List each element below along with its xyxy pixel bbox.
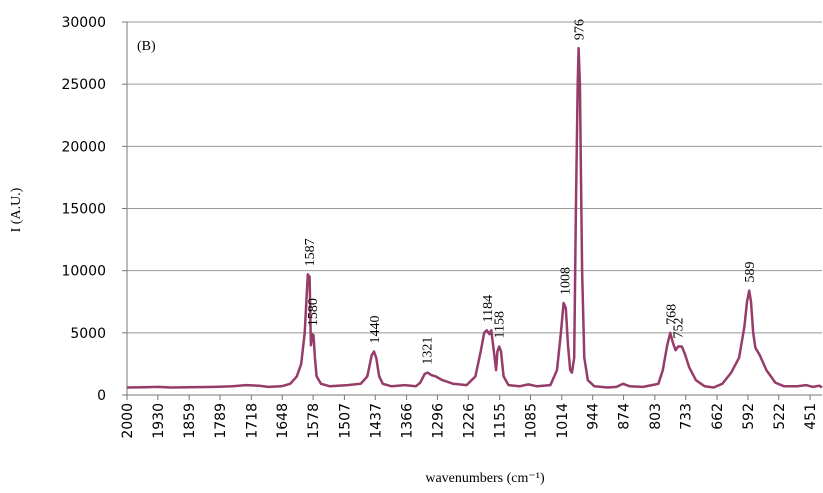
x-tick-label: 874 [617,403,633,430]
peak-label: 752 [671,318,686,339]
x-tick-label: 451 [803,403,819,430]
x-tick-label: 1437 [368,403,384,439]
peak-label: 1587 [303,238,318,266]
peak-label: 1321 [420,337,435,365]
x-tick-label: 1155 [493,403,509,439]
y-tick-label: 10000 [61,264,106,280]
x-tick-label: 1507 [337,403,353,439]
x-tick-label: 522 [772,403,788,430]
peak-label: 976 [573,19,588,40]
panel-label: (B) [137,39,156,54]
peak-label: 1440 [368,315,383,343]
x-tick-label: 662 [710,403,726,430]
x-tick-label: 944 [586,403,602,430]
peak-label: 768 [664,304,679,325]
y-tick-label: 0 [97,388,106,404]
x-tick-label: 1718 [244,403,260,439]
y-tick-label: 20000 [61,139,106,155]
x-tick-label: 1789 [213,403,229,439]
y-tick-label: 5000 [70,326,106,342]
y-tick-label: 25000 [61,77,106,93]
x-tick-label: 803 [648,403,664,430]
x-tick-label: 1296 [430,403,446,439]
x-tick-label: 592 [741,403,757,430]
peak-label: 1580 [306,298,321,326]
peak-label: 589 [743,262,758,283]
y-axis-label: I (A.U.) [9,187,24,232]
x-tick-label: 1930 [151,403,167,439]
x-tick-label: 1014 [555,403,571,439]
x-axis-label: wavenumbers (cm⁻¹) [425,471,545,486]
peak-label: 1184 [481,295,496,322]
peak-label: 1158 [492,311,507,338]
x-tick-label: 1085 [524,403,540,439]
x-tick-label: 2000 [120,403,136,439]
x-tick-label: 1226 [461,403,477,439]
y-tick-label: 15000 [61,202,106,218]
x-tick-label: 1578 [306,403,322,439]
x-tick-label: 1648 [275,403,291,439]
x-tick-label: 1859 [182,403,198,439]
x-tick-label: 733 [679,403,695,430]
y-tick-label: 30000 [61,15,106,31]
peak-label: 1008 [558,267,573,295]
x-tick-label: 1366 [400,403,416,439]
spectrum-line [126,46,823,389]
